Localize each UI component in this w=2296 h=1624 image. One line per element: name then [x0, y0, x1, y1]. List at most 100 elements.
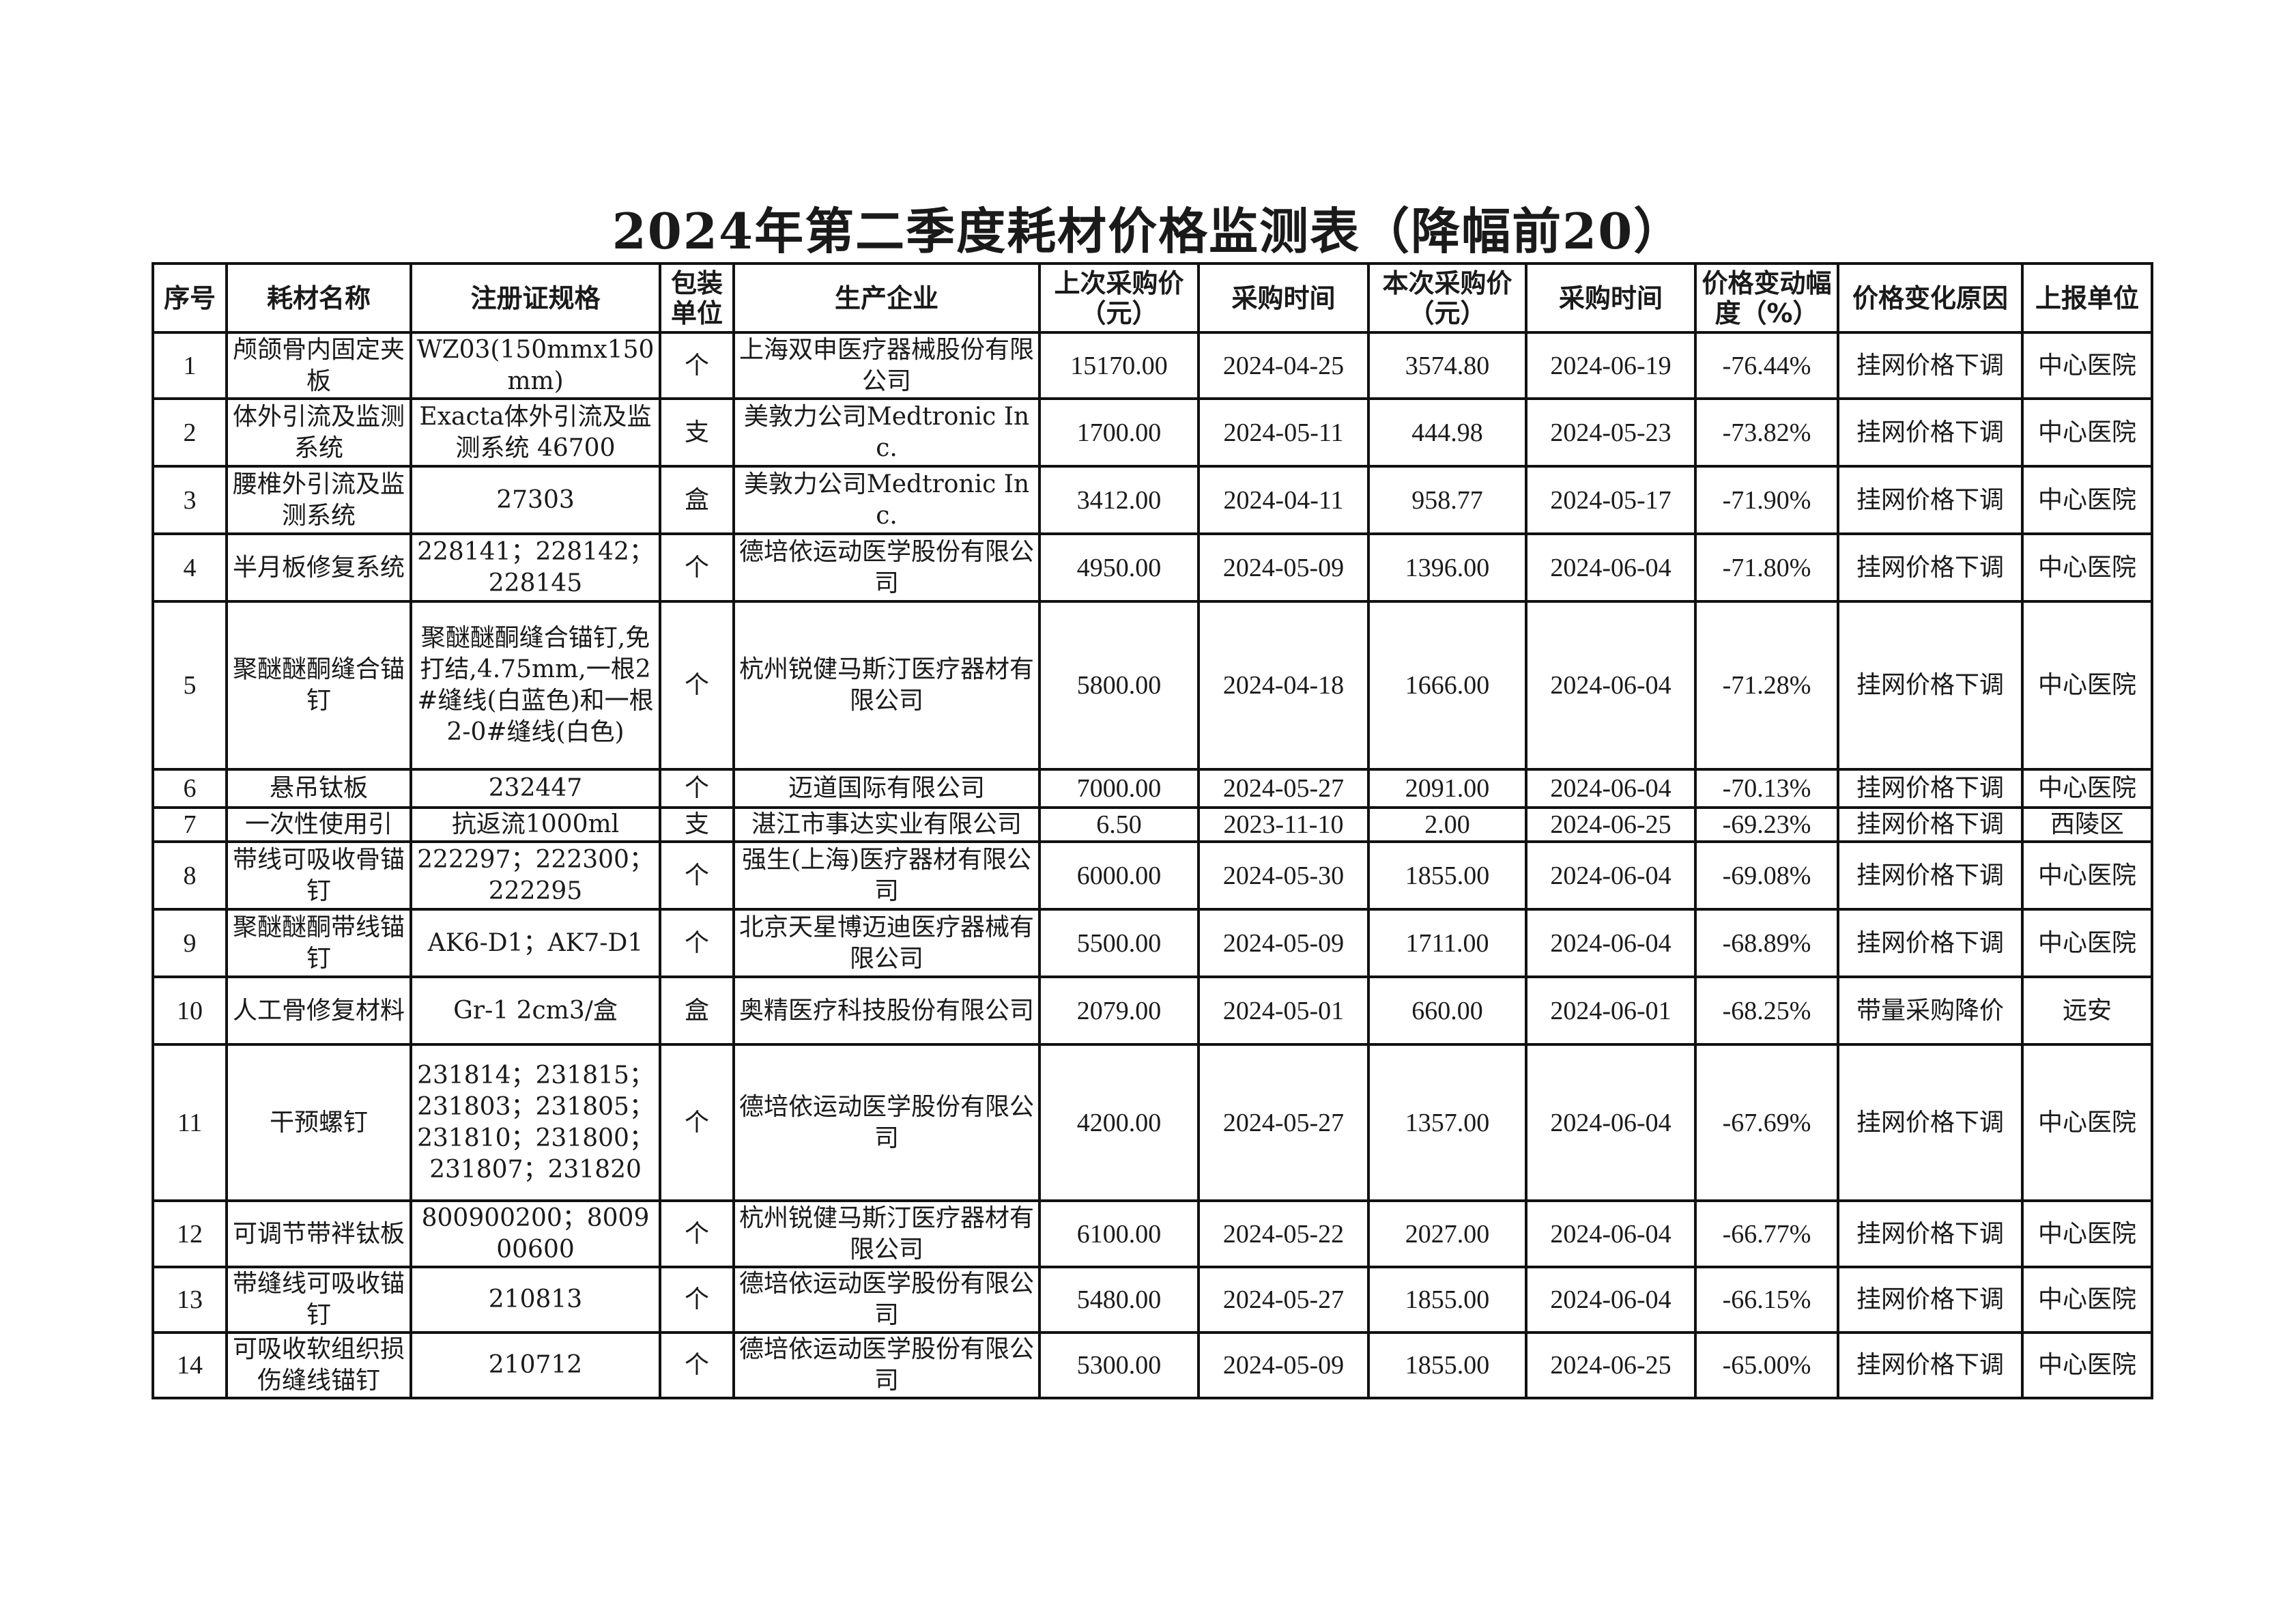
cell-seq: 1: [152, 331, 228, 400]
cell-manufacturer: 德培依运动医学股份有限公司: [732, 532, 1041, 603]
cell-spec: 27303: [410, 465, 661, 535]
cell-change: -71.90%: [1694, 465, 1839, 535]
cell-reason: 挂网价格下调: [1837, 532, 2024, 603]
header-manufacturer: 生产企业: [732, 262, 1041, 334]
cell-seq: 6: [152, 768, 228, 809]
table-row: 7 一次性使用引 抗返流1000ml 支湛江市事达实业有限公司 6.50 2023-11-…: [152, 806, 2153, 843]
cell-unit: 个: [659, 1199, 735, 1268]
cell-name: 聚醚醚酮缝合锚钉: [225, 600, 412, 771]
cell-current-price: 1666.00: [1367, 600, 1527, 771]
cell-reason: 挂网价格下调: [1837, 1266, 2024, 1334]
cell-last-price: 5480.00: [1038, 1266, 1200, 1334]
header-current-price: 本次采购价（元）: [1367, 262, 1527, 334]
cell-spec: WZ03(150mmx150mm): [410, 331, 661, 400]
cell-name: 半月板修复系统: [225, 532, 412, 603]
cell-reason: 挂网价格下调: [1837, 840, 2024, 911]
cell-seq: 2: [152, 397, 228, 468]
cell-reporter: 中心医院: [2021, 397, 2153, 468]
cell-reason: 带量采购降价: [1837, 975, 2024, 1046]
cell-name: 可调节带袢钛板: [225, 1199, 412, 1268]
cell-reason: 挂网价格下调: [1837, 397, 2024, 468]
cell-last-price: 1700.00: [1038, 397, 1200, 468]
cell-change: -71.80%: [1694, 532, 1839, 603]
cell-last-price: 5300.00: [1038, 1331, 1200, 1399]
cell-seq: 3: [152, 465, 228, 535]
cell-manufacturer: 奥精医疗科技股份有限公司: [732, 975, 1041, 1046]
cell-manufacturer: 德培依运动医学股份有限公司: [732, 1266, 1041, 1334]
cell-manufacturer: 德培依运动医学股份有限公司: [732, 1331, 1041, 1399]
cell-reporter: 中心医院: [2021, 840, 2153, 911]
cell-last-date: 2024-04-11: [1197, 465, 1370, 535]
cell-change: -67.69%: [1694, 1043, 1839, 1202]
cell-reporter: 中心医院: [2021, 1199, 2153, 1268]
cell-name: 可吸收软组织损伤缝线锚钉: [225, 1331, 412, 1399]
cell-unit: 个: [659, 1043, 735, 1202]
cell-reporter: 中心医院: [2021, 1331, 2153, 1399]
cell-seq: 10: [152, 975, 228, 1046]
cell-seq: 11: [152, 1043, 228, 1202]
cell-last-price: 5800.00: [1038, 600, 1200, 771]
cell-current-date: 2024-06-25: [1525, 806, 1697, 843]
cell-manufacturer: 湛江市事达实业有限公司: [732, 806, 1041, 843]
cell-unit: 盒: [659, 975, 735, 1046]
cell-current-price: 1711.00: [1367, 908, 1527, 978]
cell-current-date: 2024-05-17: [1525, 465, 1697, 535]
cell-current-date: 2024-06-25: [1525, 1331, 1697, 1399]
cell-spec: 聚醚醚酮缝合锚钉,免打结,4.75mm,一根2#缝线(白蓝色)和一根2-0#缝线…: [410, 600, 661, 771]
cell-reporter: 中心医院: [2021, 465, 2153, 535]
cell-current-date: 2024-06-04: [1525, 1199, 1697, 1268]
cell-manufacturer: 强生(上海)医疗器材有限公司: [732, 840, 1041, 911]
cell-reporter: 远安: [2021, 975, 2153, 1046]
cell-spec: 228141；228142；228145: [410, 532, 661, 603]
cell-manufacturer: 美敦力公司Medtronic Inc.: [732, 465, 1041, 535]
cell-spec: AK6-D1；AK7-D1: [410, 908, 661, 978]
cell-last-date: 2024-05-27: [1197, 768, 1370, 809]
cell-current-date: 2024-05-23: [1525, 397, 1697, 468]
table-row: 5 聚醚醚酮缝合锚钉 聚醚醚酮缝合锚钉,免打结,4.75mm,一根2#缝线(白蓝色)…: [152, 600, 2153, 771]
header-seq: 序号: [152, 262, 228, 334]
cell-reason: 挂网价格下调: [1837, 1199, 2024, 1268]
cell-last-date: 2024-04-25: [1197, 331, 1370, 400]
cell-current-date: 2024-06-04: [1525, 1043, 1697, 1202]
table-row: 6 悬吊钛板 232447 个迈道国际有限公司 7000.00 2024-05-27 209…: [152, 768, 2153, 809]
cell-unit: 个: [659, 331, 735, 400]
cell-last-price: 6000.00: [1038, 840, 1200, 911]
cell-name: 人工骨修复材料: [225, 975, 412, 1046]
table-row: 8 带线可吸收骨锚钉 222297；222300；222295 个强生(上海)医疗器材…: [152, 840, 2153, 911]
cell-name: 一次性使用引: [225, 806, 412, 843]
cell-reason: 挂网价格下调: [1837, 1331, 2024, 1399]
cell-reporter: 中心医院: [2021, 768, 2153, 809]
cell-reporter: 西陵区: [2021, 806, 2153, 843]
table-row: 9 聚醚醚酮带线锚钉 AK6-D1；AK7-D1 个北京天星博迈迪医疗器械有限公司 55…: [152, 908, 2153, 978]
cell-current-price: 1855.00: [1367, 840, 1527, 911]
cell-reporter: 中心医院: [2021, 331, 2153, 400]
cell-last-price: 4200.00: [1038, 1043, 1200, 1202]
cell-change: -69.08%: [1694, 840, 1839, 911]
table-row: 11 干预螺钉 231814；231815；231803；231805；231810…: [152, 1043, 2153, 1202]
cell-current-date: 2024-06-04: [1525, 1266, 1697, 1334]
cell-current-price: 3574.80: [1367, 331, 1527, 400]
table-row: 4 半月板修复系统 228141；228142；228145 个德培依运动医学股份有限…: [152, 532, 2153, 603]
header-name: 耗材名称: [225, 262, 412, 334]
cell-name: 干预螺钉: [225, 1043, 412, 1202]
cell-unit: 个: [659, 1266, 735, 1334]
cell-change: -65.00%: [1694, 1331, 1839, 1399]
cell-manufacturer: 美敦力公司Medtronic Inc.: [732, 397, 1041, 468]
cell-seq: 13: [152, 1266, 228, 1334]
cell-unit: 支: [659, 806, 735, 843]
cell-last-price: 6100.00: [1038, 1199, 1200, 1268]
cell-reporter: 中心医院: [2021, 1266, 2153, 1334]
cell-unit: 个: [659, 600, 735, 771]
cell-name: 悬吊钛板: [225, 768, 412, 809]
cell-seq: 12: [152, 1199, 228, 1268]
cell-current-date: 2024-06-01: [1525, 975, 1697, 1046]
cell-unit: 个: [659, 768, 735, 809]
cell-last-date: 2024-05-09: [1197, 532, 1370, 603]
cell-current-price: 660.00: [1367, 975, 1527, 1046]
cell-change: -71.28%: [1694, 600, 1839, 771]
cell-spec: 210712: [410, 1331, 661, 1399]
cell-current-price: 1855.00: [1367, 1331, 1527, 1399]
cell-seq: 4: [152, 532, 228, 603]
cell-reporter: 中心医院: [2021, 532, 2153, 603]
cell-unit: 个: [659, 532, 735, 603]
